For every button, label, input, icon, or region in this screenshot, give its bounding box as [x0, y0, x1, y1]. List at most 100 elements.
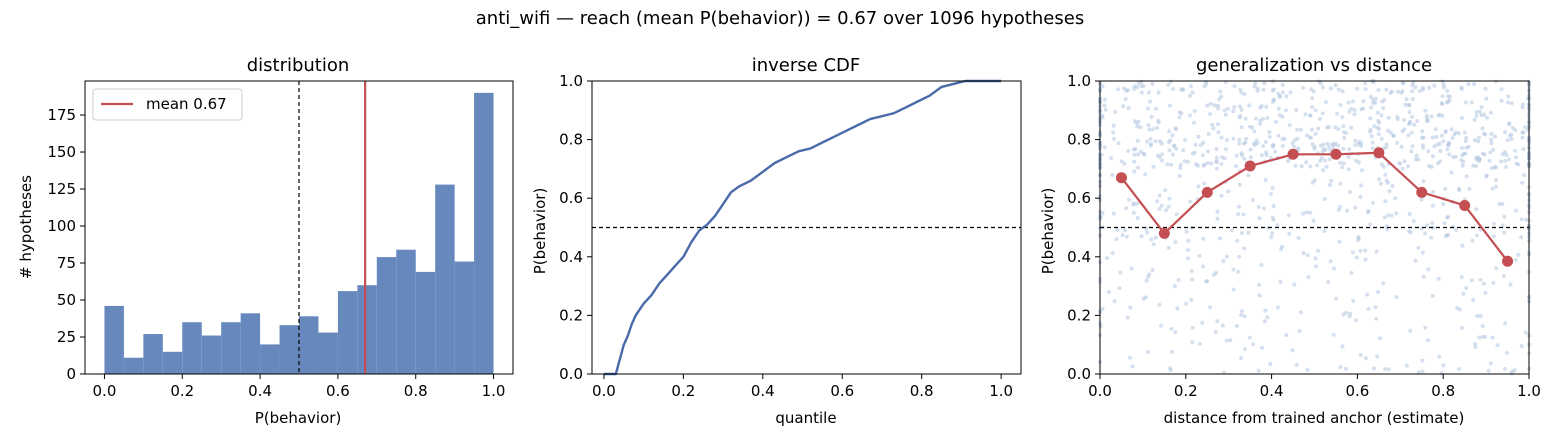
- distribution-xtick-label: 0.6: [326, 382, 350, 400]
- hypothesis-point: [1483, 86, 1488, 91]
- hypothesis-point: [1219, 193, 1224, 198]
- hypothesis-point: [1254, 138, 1259, 143]
- hypothesis-point: [1218, 89, 1223, 94]
- hypothesis-point: [1129, 266, 1134, 271]
- bin-mean-point: [1459, 200, 1471, 212]
- hypothesis-point: [1160, 152, 1165, 157]
- hypothesis-point: [1413, 157, 1418, 162]
- hypothesis-point: [1443, 187, 1448, 191]
- hypothesis-point: [1477, 335, 1482, 340]
- hypothesis-point: [1146, 274, 1151, 279]
- inverse-cdf-ytick-label: 0.2: [559, 306, 583, 324]
- hypothesis-point: [1236, 212, 1241, 217]
- hypothesis-point: [1204, 279, 1209, 284]
- inverse-cdf-xtick-label: 0.6: [830, 382, 854, 400]
- hypothesis-point: [1216, 122, 1220, 127]
- hypothesis-point: [1149, 237, 1154, 242]
- hypothesis-point: [1158, 139, 1162, 144]
- hypothesis-point: [1248, 155, 1253, 160]
- hypothesis-point: [1320, 111, 1325, 116]
- hypothesis-point: [1464, 286, 1469, 291]
- hypothesis-point: [1166, 204, 1171, 209]
- hypothesis-point: [1509, 101, 1514, 106]
- hypothesis-point: [1307, 135, 1312, 140]
- hypothesis-point: [1215, 209, 1220, 214]
- hypothesis-point: [1265, 116, 1270, 120]
- hypothesis-point: [1167, 129, 1172, 134]
- hypothesis-point: [1120, 233, 1125, 238]
- hypothesis-point: [1338, 365, 1343, 370]
- hypothesis-point: [1368, 129, 1373, 134]
- hypothesis-point: [1410, 96, 1415, 101]
- hypothesis-point: [1310, 142, 1315, 147]
- hypothesis-point: [1459, 146, 1464, 151]
- hypothesis-point: [1420, 369, 1425, 374]
- generalization-xtick-label: 0.2: [1174, 382, 1198, 400]
- hypothesis-point: [1214, 147, 1219, 152]
- distribution-xtick-label: 0.0: [93, 382, 117, 400]
- hypothesis-point: [1183, 138, 1187, 143]
- hypothesis-point: [1408, 328, 1413, 333]
- hypothesis-point: [1368, 222, 1373, 227]
- hypothesis-point: [1259, 104, 1264, 109]
- hypothesis-point: [1480, 126, 1485, 131]
- hypothesis-point: [1105, 256, 1109, 260]
- distribution-ytick-label: 0: [66, 365, 76, 383]
- hypothesis-point: [1256, 368, 1261, 373]
- hypothesis-point: [1132, 159, 1137, 164]
- hypothesis-point: [1400, 166, 1405, 171]
- hypothesis-point: [1301, 211, 1306, 216]
- hypothesis-point: [1247, 103, 1252, 108]
- hypothesis-point: [1275, 223, 1280, 228]
- hypothesis-point: [1135, 201, 1140, 206]
- hypothesis-point: [1313, 256, 1318, 261]
- distribution-panel: distribution 0.0 0.2 0.4 0.6 0.8 1.0 0 25 50 75 10…: [17, 55, 514, 427]
- histogram-bar: [182, 322, 202, 374]
- hypothesis-point: [1427, 85, 1432, 90]
- hypothesis-point: [1150, 268, 1155, 273]
- hypothesis-point: [1113, 109, 1118, 114]
- hypothesis-point: [1463, 100, 1468, 105]
- hypothesis-point: [1426, 149, 1431, 154]
- hypothesis-point: [1185, 248, 1190, 252]
- hypothesis-point: [1505, 138, 1510, 143]
- hypothesis-point: [1521, 147, 1526, 152]
- bin-mean-point: [1115, 172, 1127, 184]
- hypothesis-point: [1503, 150, 1508, 155]
- hypothesis-point: [1489, 166, 1494, 171]
- hypothesis-point: [1342, 135, 1347, 140]
- hypothesis-point: [1271, 143, 1275, 148]
- hypothesis-point: [1450, 136, 1455, 141]
- hypothesis-point: [1214, 159, 1219, 164]
- hypothesis-point: [1485, 115, 1489, 120]
- hypothesis-point: [1252, 84, 1257, 89]
- hypothesis-point: [1131, 201, 1136, 206]
- hypothesis-point: [1201, 140, 1206, 145]
- hypothesis-point: [1431, 189, 1436, 194]
- histogram-bar: [221, 322, 241, 374]
- hypothesis-point: [1424, 113, 1429, 118]
- hypothesis-point: [1377, 336, 1382, 341]
- hypothesis-point: [1154, 106, 1158, 111]
- hypothesis-point: [1355, 86, 1360, 91]
- hypothesis-point: [1213, 330, 1218, 335]
- histogram-bar: [162, 351, 183, 374]
- hypothesis-point: [1150, 127, 1155, 132]
- hypothesis-point: [1476, 139, 1481, 144]
- hypothesis-point: [1276, 133, 1281, 138]
- generalization-title: generalization vs distance: [1196, 55, 1432, 76]
- hypothesis-point: [1146, 123, 1151, 128]
- hypothesis-point: [1171, 87, 1175, 91]
- histogram-bar: [299, 316, 319, 374]
- hypothesis-point: [1377, 127, 1382, 131]
- hypothesis-point: [1234, 324, 1239, 328]
- distribution-xtick-label: 1.0: [482, 382, 506, 400]
- hypothesis-point: [1190, 325, 1195, 330]
- generalization-plot-area: 0.0 0.2 0.4 0.6 0.8 1.0 0.0 0.2 0.4 0.6 0.8 1.0: [1067, 72, 1541, 400]
- hypothesis-point: [1382, 215, 1387, 220]
- hypothesis-point: [1347, 314, 1352, 319]
- hypothesis-point: [1349, 106, 1354, 111]
- hypothesis-point: [1363, 81, 1368, 86]
- hypothesis-point: [1369, 105, 1373, 110]
- generalization-xtick-label: 0.8: [1431, 382, 1455, 400]
